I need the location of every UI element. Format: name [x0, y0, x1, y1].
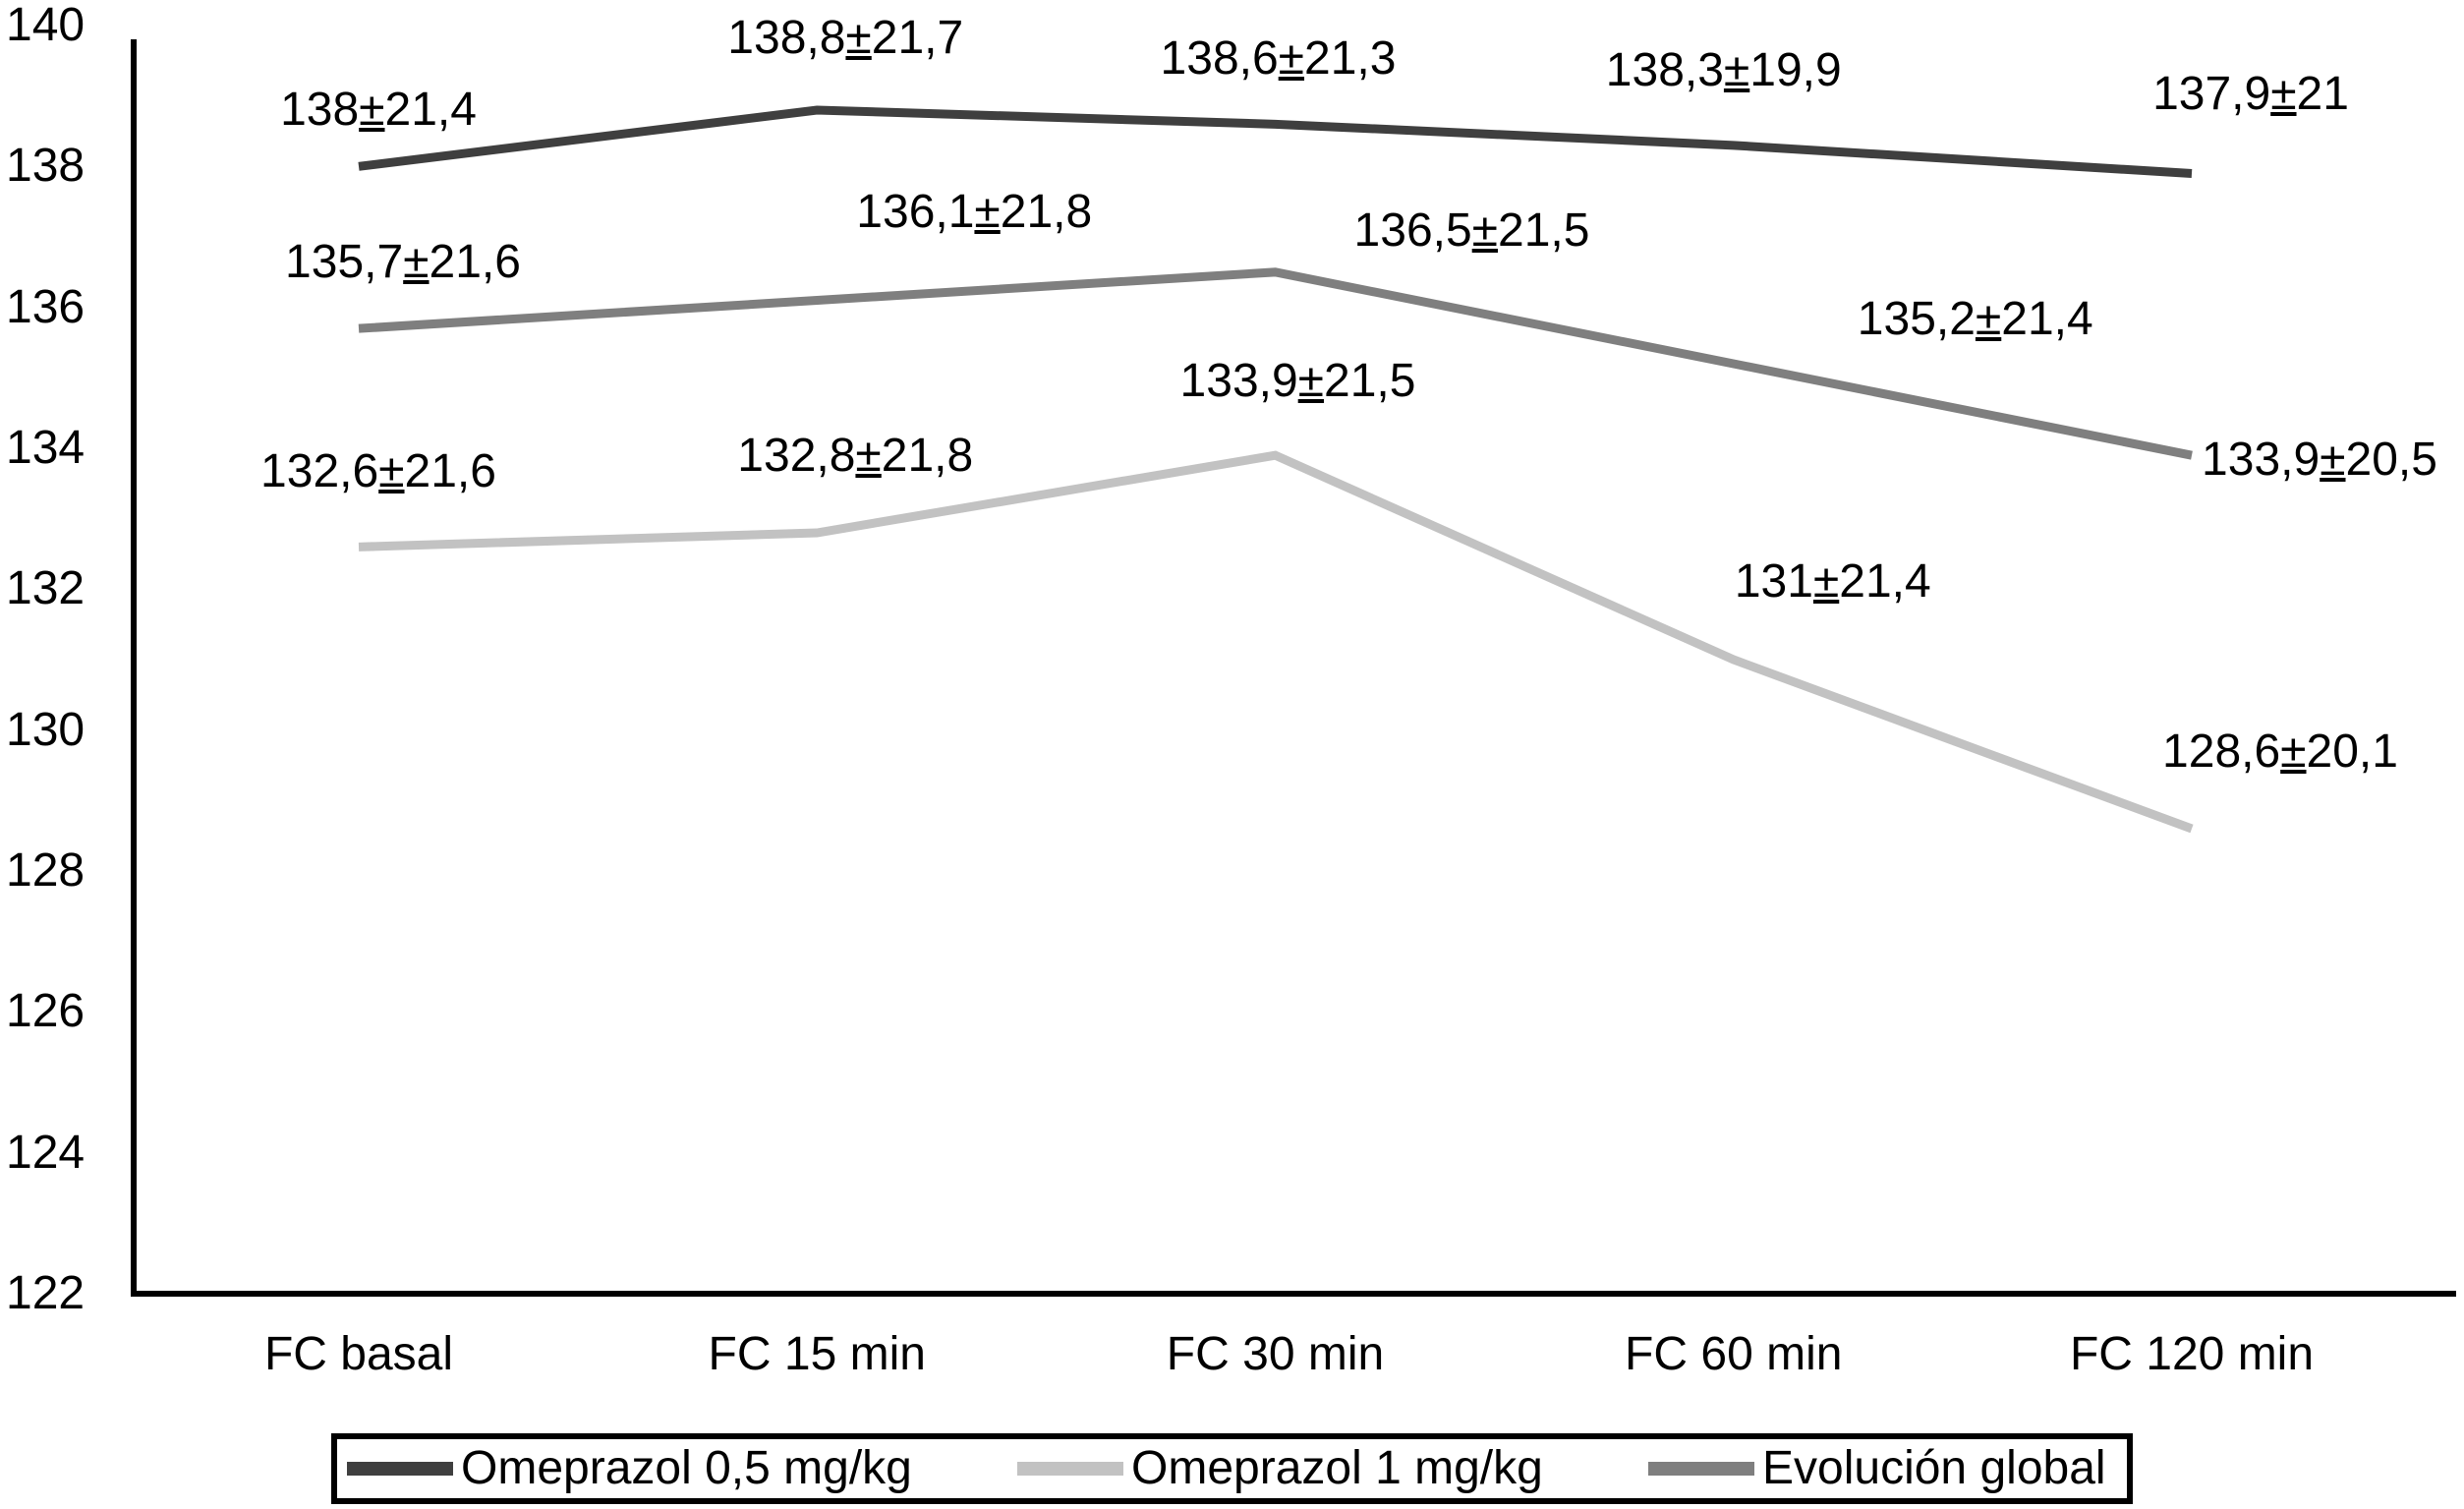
plus-minus-sign: ±	[1723, 43, 1750, 96]
data-label: 132,6±21,6	[260, 445, 496, 498]
y-tick-label: 124	[6, 1126, 86, 1179]
plus-minus-sign: ±	[2280, 725, 2307, 778]
data-label: 133,9±21,5	[1179, 355, 1416, 408]
legend-label: Evolución global	[1762, 1442, 2106, 1494]
series-line-0	[358, 105, 2193, 178]
y-tick-label: 138	[6, 140, 86, 193]
legend: Omeprazol 0,5 mg/kg Omeprazol 1 mg/kg Evol…	[331, 1433, 2133, 1504]
data-label: 136,5±21,5	[1353, 203, 1590, 257]
plus-minus-sign: ±	[2270, 67, 2297, 120]
x-tick-label: FC 120 min	[2069, 1328, 2315, 1380]
plus-minus-sign: ±	[1278, 32, 1305, 86]
data-label: 138,8±21,7	[727, 12, 964, 64]
legend-label: Omeprazol 1 mg/kg	[1131, 1442, 1543, 1494]
x-tick-label: FC 15 min	[708, 1328, 926, 1380]
data-label: 128,6±20,1	[2162, 725, 2398, 778]
data-label: 138,6±21,3	[1160, 32, 1397, 86]
y-tick-label: 134	[6, 422, 86, 474]
data-label: 135,2±21,4	[1857, 293, 2093, 345]
legend-line-swatch	[1648, 1462, 1754, 1476]
plus-minus-sign: ±	[359, 84, 385, 137]
legend-item: Omeprazol 1 mg/kg	[1017, 1439, 1543, 1498]
data-label: 137,9±21	[2152, 67, 2349, 120]
data-label: 136,1±21,8	[856, 185, 1093, 238]
legend-item: Evolución global	[1648, 1439, 2106, 1498]
plus-minus-sign: ±	[974, 185, 1001, 238]
series-line-2	[358, 267, 2193, 460]
data-label: 132,8±21,8	[737, 430, 974, 482]
plus-minus-sign: ±	[403, 236, 430, 289]
legend-item: Omeprazol 0,5 mg/kg	[347, 1439, 912, 1498]
plus-minus-sign: ±	[1975, 293, 2002, 345]
data-label: 138±21,4	[280, 84, 477, 137]
x-tick-label: FC 30 min	[1166, 1328, 1385, 1380]
y-tick-label: 130	[6, 703, 86, 756]
plus-minus-sign: ±	[2320, 434, 2346, 487]
plus-minus-sign: ±	[1297, 355, 1325, 408]
y-tick-label: 136	[6, 280, 86, 333]
plus-minus-sign: ±	[855, 430, 882, 482]
y-tick-label: 132	[6, 562, 86, 615]
plus-minus-sign: ±	[1812, 555, 1840, 608]
plus-minus-sign: ±	[1471, 203, 1499, 257]
x-tick-label: FC 60 min	[1625, 1328, 1843, 1380]
x-tick-label: FC basal	[263, 1328, 454, 1380]
legend-line-swatch	[1017, 1462, 1123, 1476]
data-label: 131±21,4	[1734, 555, 1931, 608]
legend-label: Omeprazol 0,5 mg/kg	[461, 1442, 912, 1494]
y-tick-label: 122	[6, 1267, 86, 1319]
data-label: 138,3±19,9	[1605, 43, 1842, 96]
series-line-1	[358, 450, 2194, 834]
y-tick-label: 140	[6, 0, 86, 51]
legend-line-swatch	[347, 1462, 453, 1476]
plus-minus-sign: ±	[845, 12, 872, 64]
data-label: 133,9±20,5	[2202, 434, 2437, 487]
y-tick-label: 128	[6, 844, 86, 897]
y-tick-label: 126	[6, 985, 86, 1038]
data-label: 135,7±21,6	[285, 236, 521, 289]
plus-minus-sign: ±	[378, 445, 405, 498]
